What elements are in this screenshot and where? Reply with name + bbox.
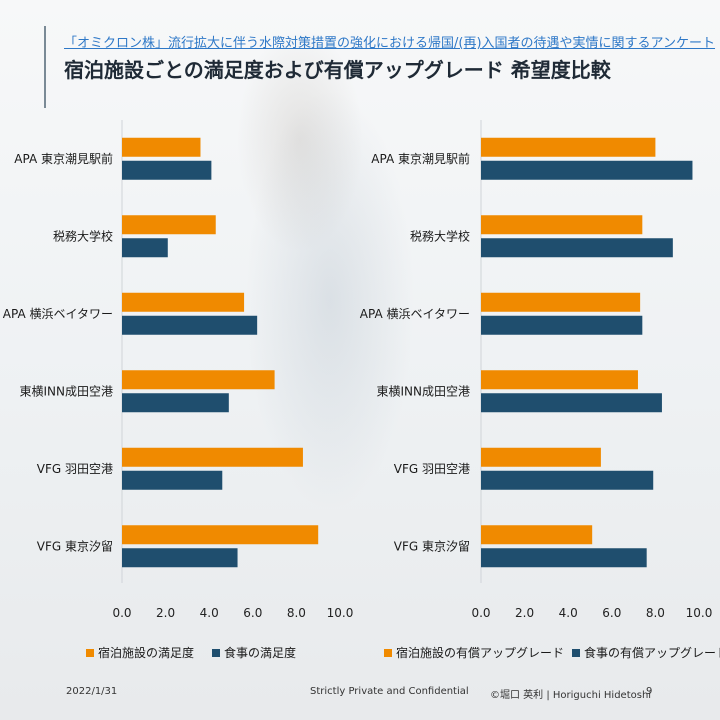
bar-navy [122, 238, 168, 258]
category-label: APA 東京潮見駅前 [14, 151, 113, 166]
bar-orange [122, 292, 245, 312]
category-label: APA 横浜ベイタワー [3, 307, 113, 321]
x-tick-label: 6.0 [602, 606, 621, 620]
x-tick-label: 10.0 [327, 606, 354, 620]
bar-navy [481, 238, 673, 258]
category-label: APA 横浜ベイタワー [360, 307, 470, 321]
legend-left: 宿泊施設の満足度 食事の満足度 [86, 644, 296, 661]
bar-navy [122, 393, 229, 413]
bar-navy [481, 315, 643, 335]
bar-orange [122, 525, 319, 545]
category-label: VFG 東京汐留 [394, 538, 470, 553]
legend-label-meal-satisfaction: 食事の満足度 [224, 646, 297, 660]
footer-page-number: 9 [646, 686, 653, 697]
category-label: 東横INN成田空港 [20, 384, 114, 398]
x-tick-label: 4.0 [559, 606, 578, 620]
bar-orange [481, 525, 593, 545]
legend-label-hotel-upgrade: 宿泊施設の有償アップグレード [396, 646, 565, 660]
footer-author: ©堀口 英利 | Horiguchi Hidetoshi [490, 690, 652, 701]
bar-orange [481, 215, 643, 235]
x-tick-label: 6.0 [243, 606, 262, 620]
bar-orange [122, 137, 201, 157]
x-tick-label: 4.0 [200, 606, 219, 620]
bar-navy [481, 470, 654, 490]
x-tick-label: 0.0 [112, 606, 131, 620]
legend-swatch-navy [572, 648, 581, 657]
category-label: 東横INN成田空港 [377, 384, 471, 398]
category-label: VFG 羽田空港 [394, 462, 470, 476]
x-tick-label: 0.0 [471, 606, 490, 620]
x-tick-label: 2.0 [515, 606, 534, 620]
page-title: 宿泊施設ごとの満足度および有償アップグレード 希望度比較 [64, 58, 611, 82]
survey-subtitle: 「オミクロン株」流行拡大に伴う水際対策措置の強化における帰国/(再)入国者の待遇… [64, 36, 716, 51]
legend-swatch-navy [212, 648, 221, 657]
bar-orange [481, 370, 638, 390]
x-tick-label: 8.0 [287, 606, 306, 620]
category-label: VFG 東京汐留 [37, 538, 113, 553]
bar-orange [481, 292, 641, 312]
x-tick-label: 8.0 [646, 606, 665, 620]
bar-orange [122, 370, 275, 390]
bar-orange [481, 447, 601, 467]
bar-navy [481, 160, 693, 180]
bar-navy [122, 315, 258, 335]
bar-navy [122, 160, 212, 180]
bar-orange [122, 215, 216, 235]
accent-line [44, 26, 46, 108]
legend-label-hotel-satisfaction: 宿泊施設の満足度 [98, 646, 195, 660]
legend-swatch-orange [384, 648, 392, 657]
bar-navy [122, 548, 238, 568]
category-label: 税務大学校 [53, 228, 113, 243]
legend-label-meal-upgrade: 食事の有償アップグレード [584, 646, 720, 660]
category-label: APA 東京潮見駅前 [371, 151, 470, 166]
bar-orange [481, 137, 656, 157]
footer-date: 2022/1/31 [66, 686, 118, 697]
x-tick-label: 2.0 [156, 606, 175, 620]
bar-orange [122, 447, 303, 467]
category-label: 税務大学校 [410, 228, 470, 243]
bar-navy [481, 548, 647, 568]
bar-navy [122, 470, 223, 490]
bar-navy [481, 393, 662, 413]
category-label: VFG 羽田空港 [37, 462, 113, 476]
footer-confidential: Strictly Private and Confidential [310, 686, 469, 697]
legend-swatch-orange [86, 648, 94, 657]
x-tick-label: 10.0 [686, 606, 713, 620]
legend-right: 宿泊施設の有償アップグレード 食事の有償アップグレード [384, 644, 720, 661]
